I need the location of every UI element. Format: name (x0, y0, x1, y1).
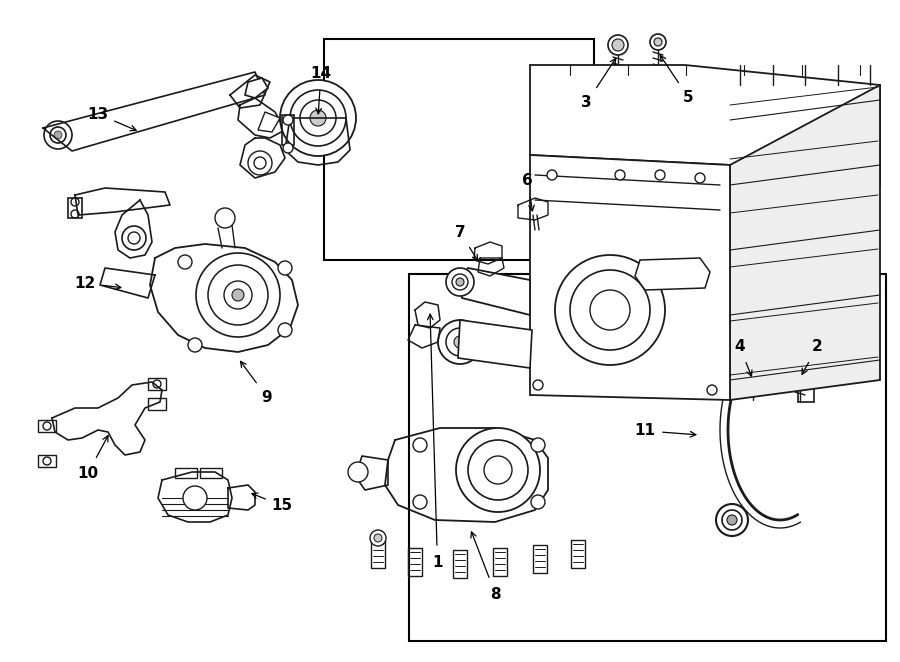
Text: 11: 11 (634, 424, 655, 438)
Circle shape (370, 530, 386, 546)
Text: 1: 1 (432, 555, 443, 571)
Text: 10: 10 (77, 466, 98, 481)
Circle shape (122, 226, 146, 250)
Circle shape (722, 510, 742, 530)
Circle shape (248, 151, 272, 175)
Circle shape (208, 265, 268, 325)
Polygon shape (530, 155, 730, 400)
Bar (68, 198, 82, 218)
Bar (409, 274, 886, 641)
Circle shape (374, 534, 382, 542)
Polygon shape (245, 78, 268, 98)
Circle shape (795, 347, 805, 357)
Text: 13: 13 (87, 107, 109, 122)
Circle shape (570, 270, 650, 350)
Circle shape (446, 328, 474, 356)
Bar (38, 455, 56, 467)
Circle shape (438, 320, 482, 364)
Circle shape (695, 173, 705, 183)
Circle shape (446, 268, 474, 296)
Text: 12: 12 (75, 275, 95, 291)
Text: 2: 2 (812, 340, 823, 354)
Circle shape (615, 170, 625, 180)
Text: 7: 7 (454, 225, 465, 240)
Circle shape (44, 121, 72, 149)
Circle shape (413, 438, 427, 452)
Circle shape (454, 336, 466, 348)
Circle shape (54, 131, 62, 139)
Bar (371, 540, 385, 568)
Circle shape (468, 440, 528, 500)
Bar (571, 540, 585, 568)
Bar (38, 420, 56, 432)
Text: 8: 8 (491, 587, 500, 602)
Circle shape (310, 110, 326, 126)
Circle shape (547, 170, 557, 180)
Circle shape (224, 281, 252, 309)
Circle shape (727, 515, 737, 525)
Circle shape (128, 232, 140, 244)
Polygon shape (458, 320, 532, 368)
Circle shape (178, 255, 192, 269)
Bar (148, 398, 166, 410)
Circle shape (188, 338, 202, 352)
Circle shape (280, 80, 356, 156)
Circle shape (590, 290, 630, 330)
Text: 5: 5 (683, 90, 694, 105)
Bar (798, 382, 814, 402)
Circle shape (484, 456, 512, 484)
Circle shape (612, 39, 624, 51)
Circle shape (348, 462, 368, 482)
Circle shape (655, 170, 665, 180)
Circle shape (290, 90, 346, 146)
Circle shape (456, 428, 540, 512)
Bar (453, 550, 467, 578)
Bar (408, 548, 422, 576)
Circle shape (650, 34, 666, 50)
Circle shape (531, 495, 545, 509)
Text: 3: 3 (581, 95, 592, 110)
Circle shape (533, 380, 543, 390)
Text: 6: 6 (522, 173, 533, 187)
Circle shape (531, 438, 545, 452)
Text: 15: 15 (272, 498, 292, 513)
Circle shape (456, 278, 464, 286)
Polygon shape (458, 268, 530, 315)
Circle shape (716, 504, 748, 536)
Bar (282, 115, 294, 145)
Polygon shape (635, 258, 710, 290)
Polygon shape (258, 112, 280, 132)
Circle shape (232, 289, 244, 301)
Circle shape (791, 343, 809, 361)
Polygon shape (730, 85, 880, 400)
Text: 14: 14 (310, 66, 331, 81)
Text: 4: 4 (734, 338, 744, 354)
Circle shape (654, 38, 662, 46)
Text: 9: 9 (262, 389, 272, 404)
Circle shape (283, 115, 293, 125)
Circle shape (278, 323, 292, 337)
Bar (175, 468, 197, 478)
Bar (148, 378, 166, 390)
Circle shape (254, 157, 266, 169)
Circle shape (196, 253, 280, 337)
Circle shape (183, 486, 207, 510)
Bar (493, 548, 507, 576)
Circle shape (283, 143, 293, 153)
Circle shape (413, 495, 427, 509)
Circle shape (278, 261, 292, 275)
Circle shape (608, 35, 628, 55)
Bar (533, 545, 547, 573)
Circle shape (555, 255, 665, 365)
Circle shape (707, 385, 717, 395)
Circle shape (215, 208, 235, 228)
Circle shape (50, 127, 66, 143)
Bar (324, 39, 594, 260)
Bar (200, 468, 222, 478)
Polygon shape (530, 65, 880, 185)
Circle shape (750, 347, 756, 353)
Circle shape (300, 100, 336, 136)
Circle shape (452, 274, 468, 290)
